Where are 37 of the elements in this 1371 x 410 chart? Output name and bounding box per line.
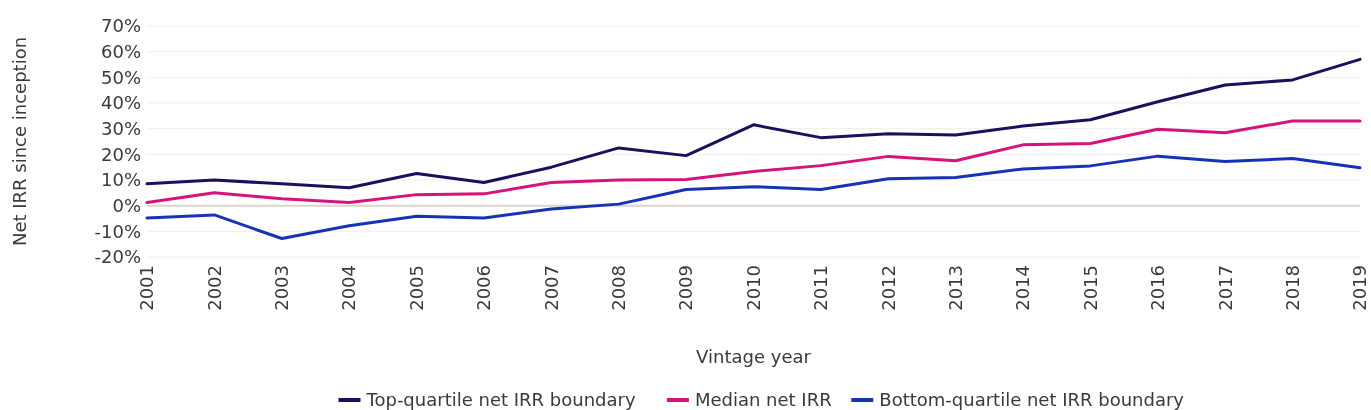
- x-tick-label: 2014: [1012, 265, 1034, 311]
- x-tick-label: 2008: [608, 265, 630, 311]
- y-tick-label: 70%: [100, 15, 141, 37]
- line-series: [145, 154, 1362, 241]
- x-tick-label: 2005: [405, 265, 427, 311]
- line-series: [145, 57, 1362, 190]
- y-tick-label: 20%: [100, 143, 141, 165]
- x-tick-label: 2003: [271, 265, 293, 311]
- x-tick-label: 2009: [675, 265, 697, 311]
- x-axis-title: Vintage year: [696, 346, 812, 367]
- y-tick-label: 40%: [100, 92, 141, 114]
- x-tick-label: 2011: [810, 265, 832, 311]
- y-tick-label: -10%: [94, 220, 141, 242]
- x-tick-label: 2013: [944, 265, 966, 311]
- x-tick-label: 2006: [473, 265, 495, 311]
- x-tick-label: 2010: [742, 265, 764, 311]
- y-tick-label: 50%: [100, 66, 141, 88]
- x-tick-label: 2017: [1214, 265, 1236, 311]
- line-series: [145, 119, 1362, 205]
- x-tick-label: 2007: [540, 265, 562, 311]
- x-tick-label: 2018: [1281, 265, 1303, 311]
- legend-label: Median net IRR: [694, 389, 832, 410]
- x-tick-label: 2004: [338, 265, 360, 311]
- x-tick-label: 2016: [1147, 265, 1169, 311]
- y-axis-title: Net IRR since inception: [9, 36, 30, 247]
- legend-label: Bottom-quartile net IRR boundary: [879, 389, 1185, 410]
- x-tick-label: 2019: [1349, 265, 1371, 311]
- x-tick-label: 2012: [877, 265, 899, 311]
- y-tick-label: -20%: [94, 246, 141, 268]
- y-tick-label: 60%: [100, 40, 141, 62]
- y-tick-label: 0%: [112, 194, 141, 216]
- y-tick-label: 30%: [100, 117, 141, 139]
- y-tick-label: 10%: [100, 169, 141, 191]
- x-tick-label: 2015: [1079, 265, 1101, 311]
- legend-label: Top-quartile net IRR boundary: [365, 389, 636, 410]
- x-tick-label: 2001: [136, 265, 158, 311]
- x-tick-label: 2002: [203, 265, 225, 311]
